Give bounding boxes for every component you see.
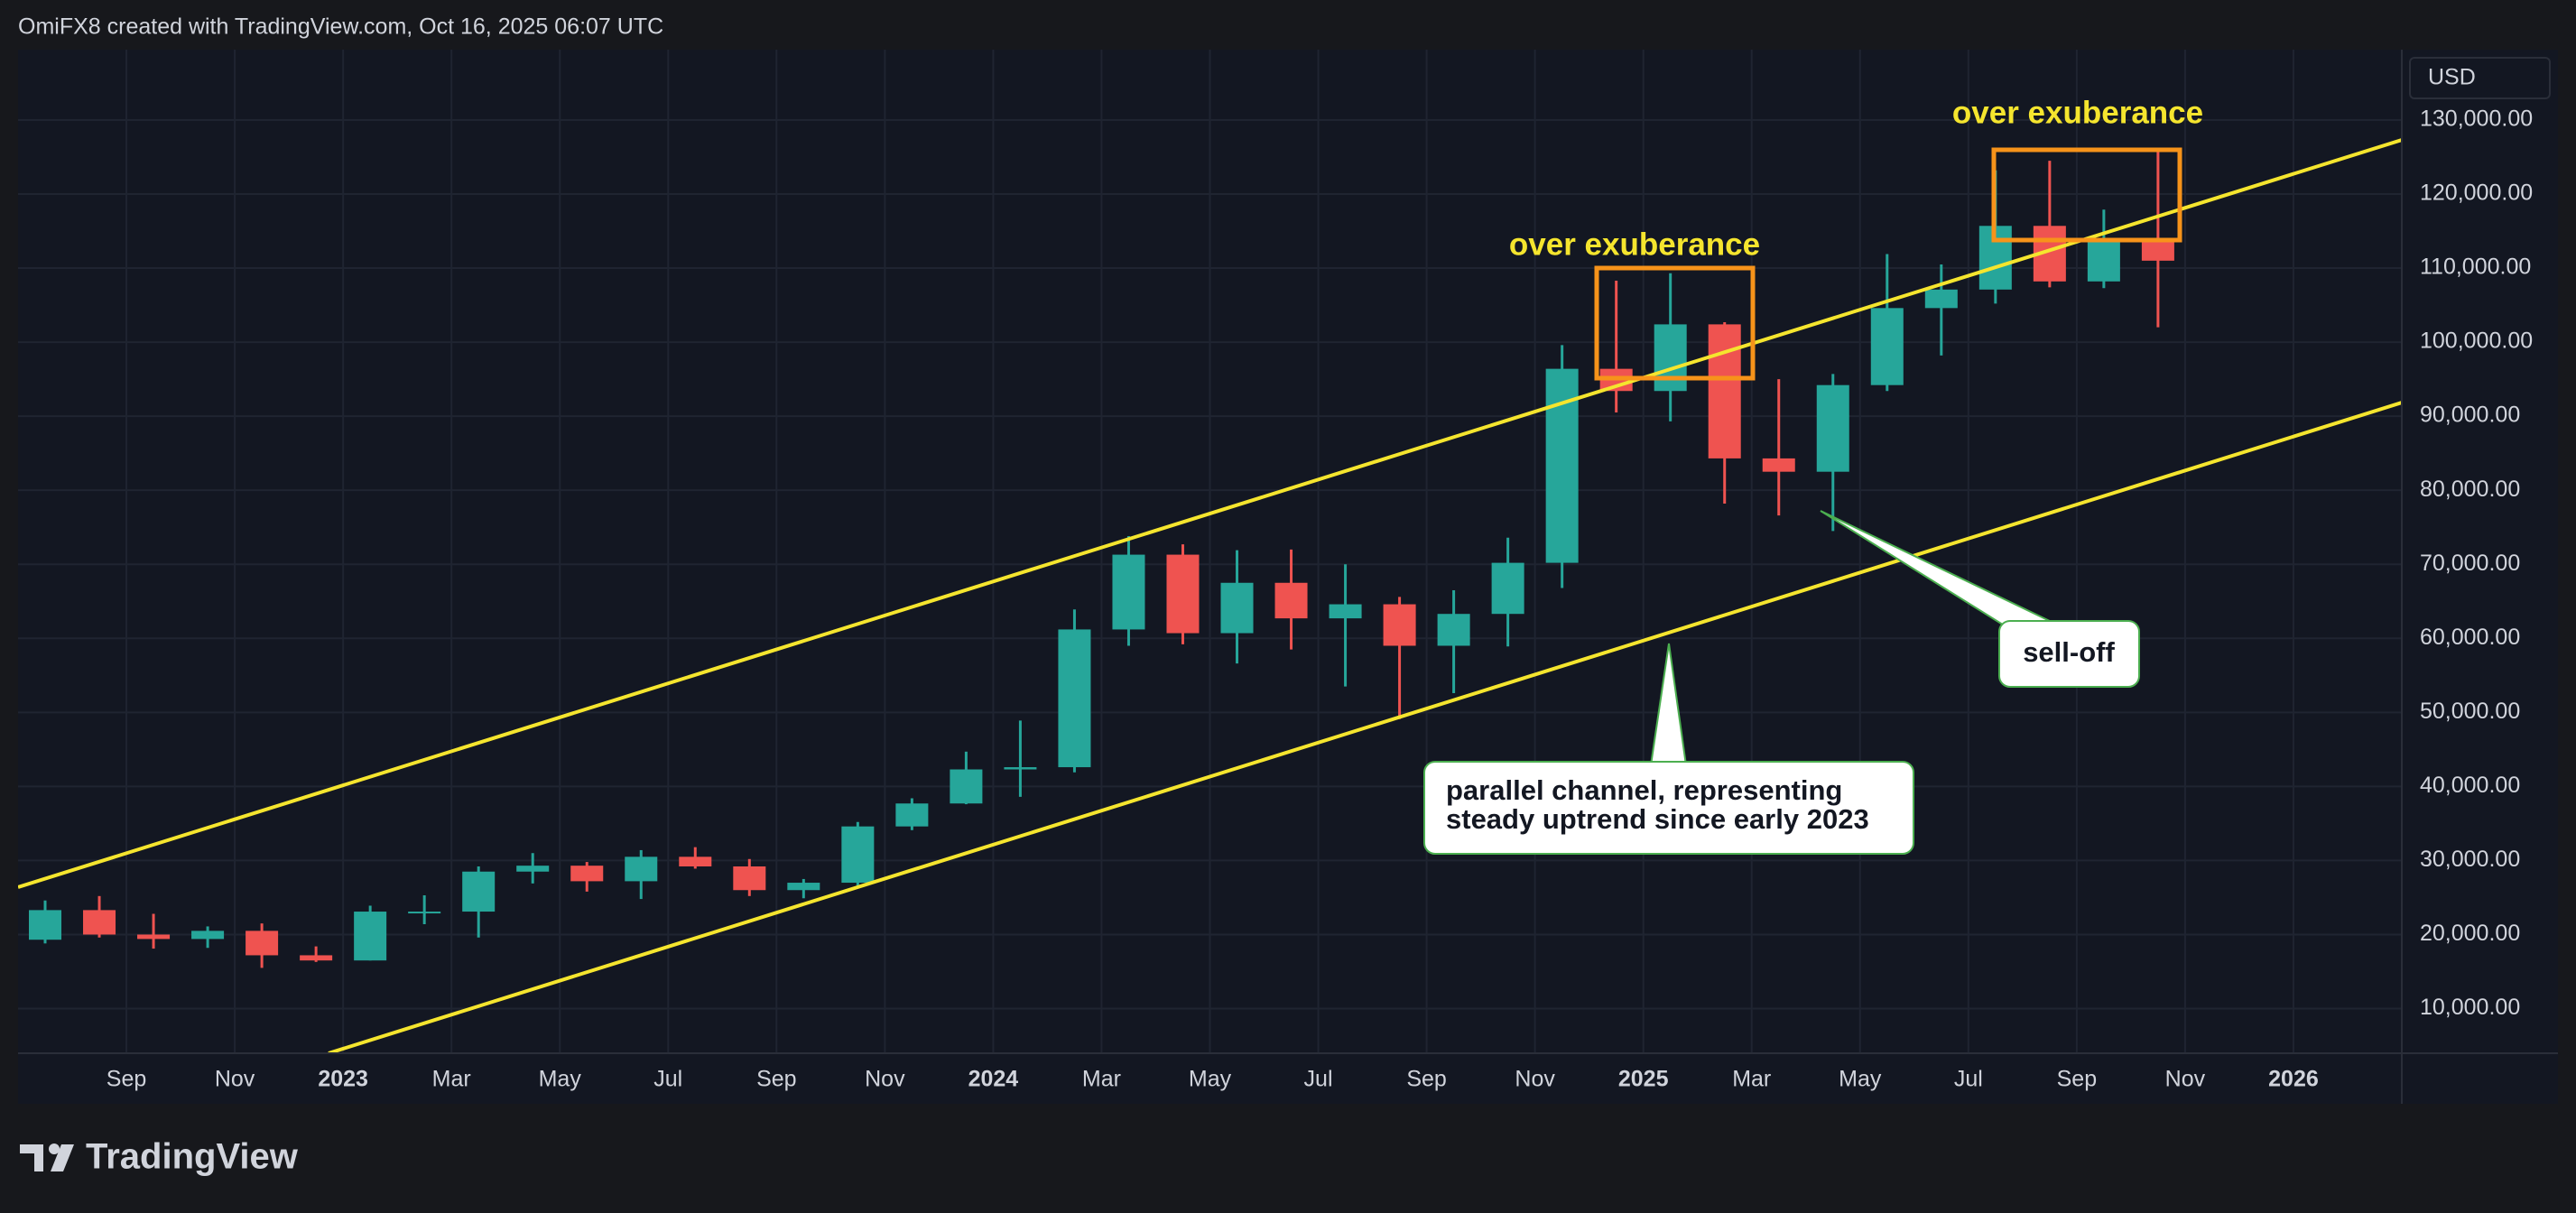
logo bbox=[20, 1144, 74, 1171]
exuberance-box bbox=[1594, 265, 1756, 381]
candle-body bbox=[29, 910, 62, 940]
y-tick-label: 30,000.00 bbox=[2420, 847, 2520, 872]
candle-body bbox=[462, 871, 496, 912]
x-tick-label: Mar bbox=[432, 1067, 471, 1092]
candle-body bbox=[1274, 582, 1308, 619]
candle-body bbox=[1220, 582, 1254, 634]
candle-body bbox=[408, 912, 441, 914]
candle-body bbox=[787, 883, 820, 891]
callout-box bbox=[1423, 761, 1914, 855]
chart-frame bbox=[18, 50, 2558, 1104]
x-tick-label: Sep bbox=[107, 1067, 146, 1092]
candle-body bbox=[1329, 604, 1362, 619]
y-tick-label: 40,000.00 bbox=[2420, 773, 2520, 798]
x-tick-label: 2023 bbox=[318, 1067, 368, 1092]
y-tick-label: 80,000.00 bbox=[2420, 477, 2520, 502]
candle-body bbox=[137, 934, 171, 940]
candle-body bbox=[1383, 604, 1416, 646]
x-tick-label: Nov bbox=[1515, 1067, 1555, 1092]
x-tick-label: Jul bbox=[1954, 1067, 1983, 1092]
currency-button[interactable] bbox=[2409, 57, 2551, 99]
y-tick-label: 10,000.00 bbox=[2420, 995, 2520, 1020]
y-tick-label: 70,000.00 bbox=[2420, 551, 2520, 576]
x-tick-label: Sep bbox=[756, 1067, 796, 1092]
channel-upper bbox=[18, 138, 2402, 889]
candle-body bbox=[733, 866, 766, 891]
y-tick-label: 60,000.00 bbox=[2420, 625, 2520, 650]
channel bbox=[18, 138, 2402, 1053]
candle-body bbox=[1491, 562, 1524, 615]
logo-part bbox=[49, 1144, 60, 1154]
candle-body bbox=[1870, 308, 1904, 385]
x-tick-label: Nov bbox=[2165, 1067, 2206, 1092]
header: OmiFX8 created with TradingView.com, Oct… bbox=[18, 14, 663, 40]
y-tick-label: 130,000.00 bbox=[2420, 106, 2533, 132]
logo-part bbox=[34, 1144, 43, 1171]
callout-box bbox=[1998, 620, 2140, 688]
x-tick-label: Nov bbox=[865, 1067, 905, 1092]
candle-body bbox=[679, 857, 712, 866]
x-tick-label: Mar bbox=[1082, 1067, 1121, 1092]
y-tick-label: 120,000.00 bbox=[2420, 181, 2533, 206]
x-tick-label: Sep bbox=[2057, 1067, 2097, 1092]
candle-body bbox=[300, 955, 333, 961]
grid bbox=[18, 50, 2402, 1053]
x-tick-label: Sep bbox=[1406, 1067, 1446, 1092]
candle-body bbox=[1112, 554, 1145, 630]
x-tick-label: 2025 bbox=[1618, 1067, 1669, 1092]
candle-body bbox=[1924, 289, 1958, 309]
x-tick-label: May bbox=[539, 1067, 582, 1092]
logo-part bbox=[51, 1144, 74, 1171]
candle-body bbox=[1762, 458, 1795, 472]
candle-body bbox=[83, 910, 116, 935]
candle-body bbox=[1058, 629, 1091, 768]
candle-body bbox=[570, 866, 604, 882]
candle-body bbox=[191, 931, 225, 940]
candles bbox=[29, 148, 2174, 968]
candle-body bbox=[2087, 238, 2120, 282]
x-tick-label: May bbox=[1189, 1067, 1232, 1092]
x-tick-label: Nov bbox=[215, 1067, 255, 1092]
x-tick-label: Jul bbox=[1304, 1067, 1333, 1092]
brand: TradingView bbox=[86, 1137, 299, 1177]
x-tick-label: Mar bbox=[1732, 1067, 1771, 1092]
annotation: over exuberance bbox=[1509, 227, 1760, 262]
candle-body bbox=[354, 912, 387, 961]
candle-body bbox=[1004, 767, 1037, 770]
y-tick-label: 90,000.00 bbox=[2420, 403, 2520, 428]
candle-body bbox=[516, 866, 550, 872]
candle-body bbox=[1816, 384, 1849, 472]
annotation: parallel channel, representing bbox=[1446, 774, 1842, 806]
y-tick-label: 50,000.00 bbox=[2420, 699, 2520, 724]
annotation: over exuberance bbox=[1952, 95, 2203, 130]
candle-body bbox=[1437, 614, 1470, 646]
candle-body bbox=[841, 826, 875, 884]
y-tick-label: 110,000.00 bbox=[2420, 255, 2531, 280]
channel-lower bbox=[328, 401, 2402, 1053]
currency: USD bbox=[2428, 65, 2476, 90]
x-tick-label: 2026 bbox=[2268, 1067, 2319, 1092]
x-tick-label: 2024 bbox=[968, 1067, 1019, 1092]
x-tick-label: Jul bbox=[653, 1067, 682, 1092]
exuberance-box bbox=[1991, 147, 2182, 243]
logo-part bbox=[20, 1144, 43, 1153]
x-tick-label: May bbox=[1839, 1067, 1882, 1092]
y-tick-label: 100,000.00 bbox=[2420, 329, 2533, 354]
candle-body bbox=[1654, 324, 1687, 392]
candle-body bbox=[895, 803, 929, 827]
candle-body bbox=[246, 931, 279, 956]
candle-body bbox=[950, 769, 983, 804]
candle-body bbox=[1166, 554, 1200, 634]
annotation: sell-off bbox=[2023, 636, 2115, 668]
candle-body bbox=[625, 857, 658, 882]
candle-body bbox=[1708, 324, 1741, 458]
annotation: steady uptrend since early 2023 bbox=[1446, 803, 1869, 835]
y-tick-label: 20,000.00 bbox=[2420, 921, 2520, 946]
